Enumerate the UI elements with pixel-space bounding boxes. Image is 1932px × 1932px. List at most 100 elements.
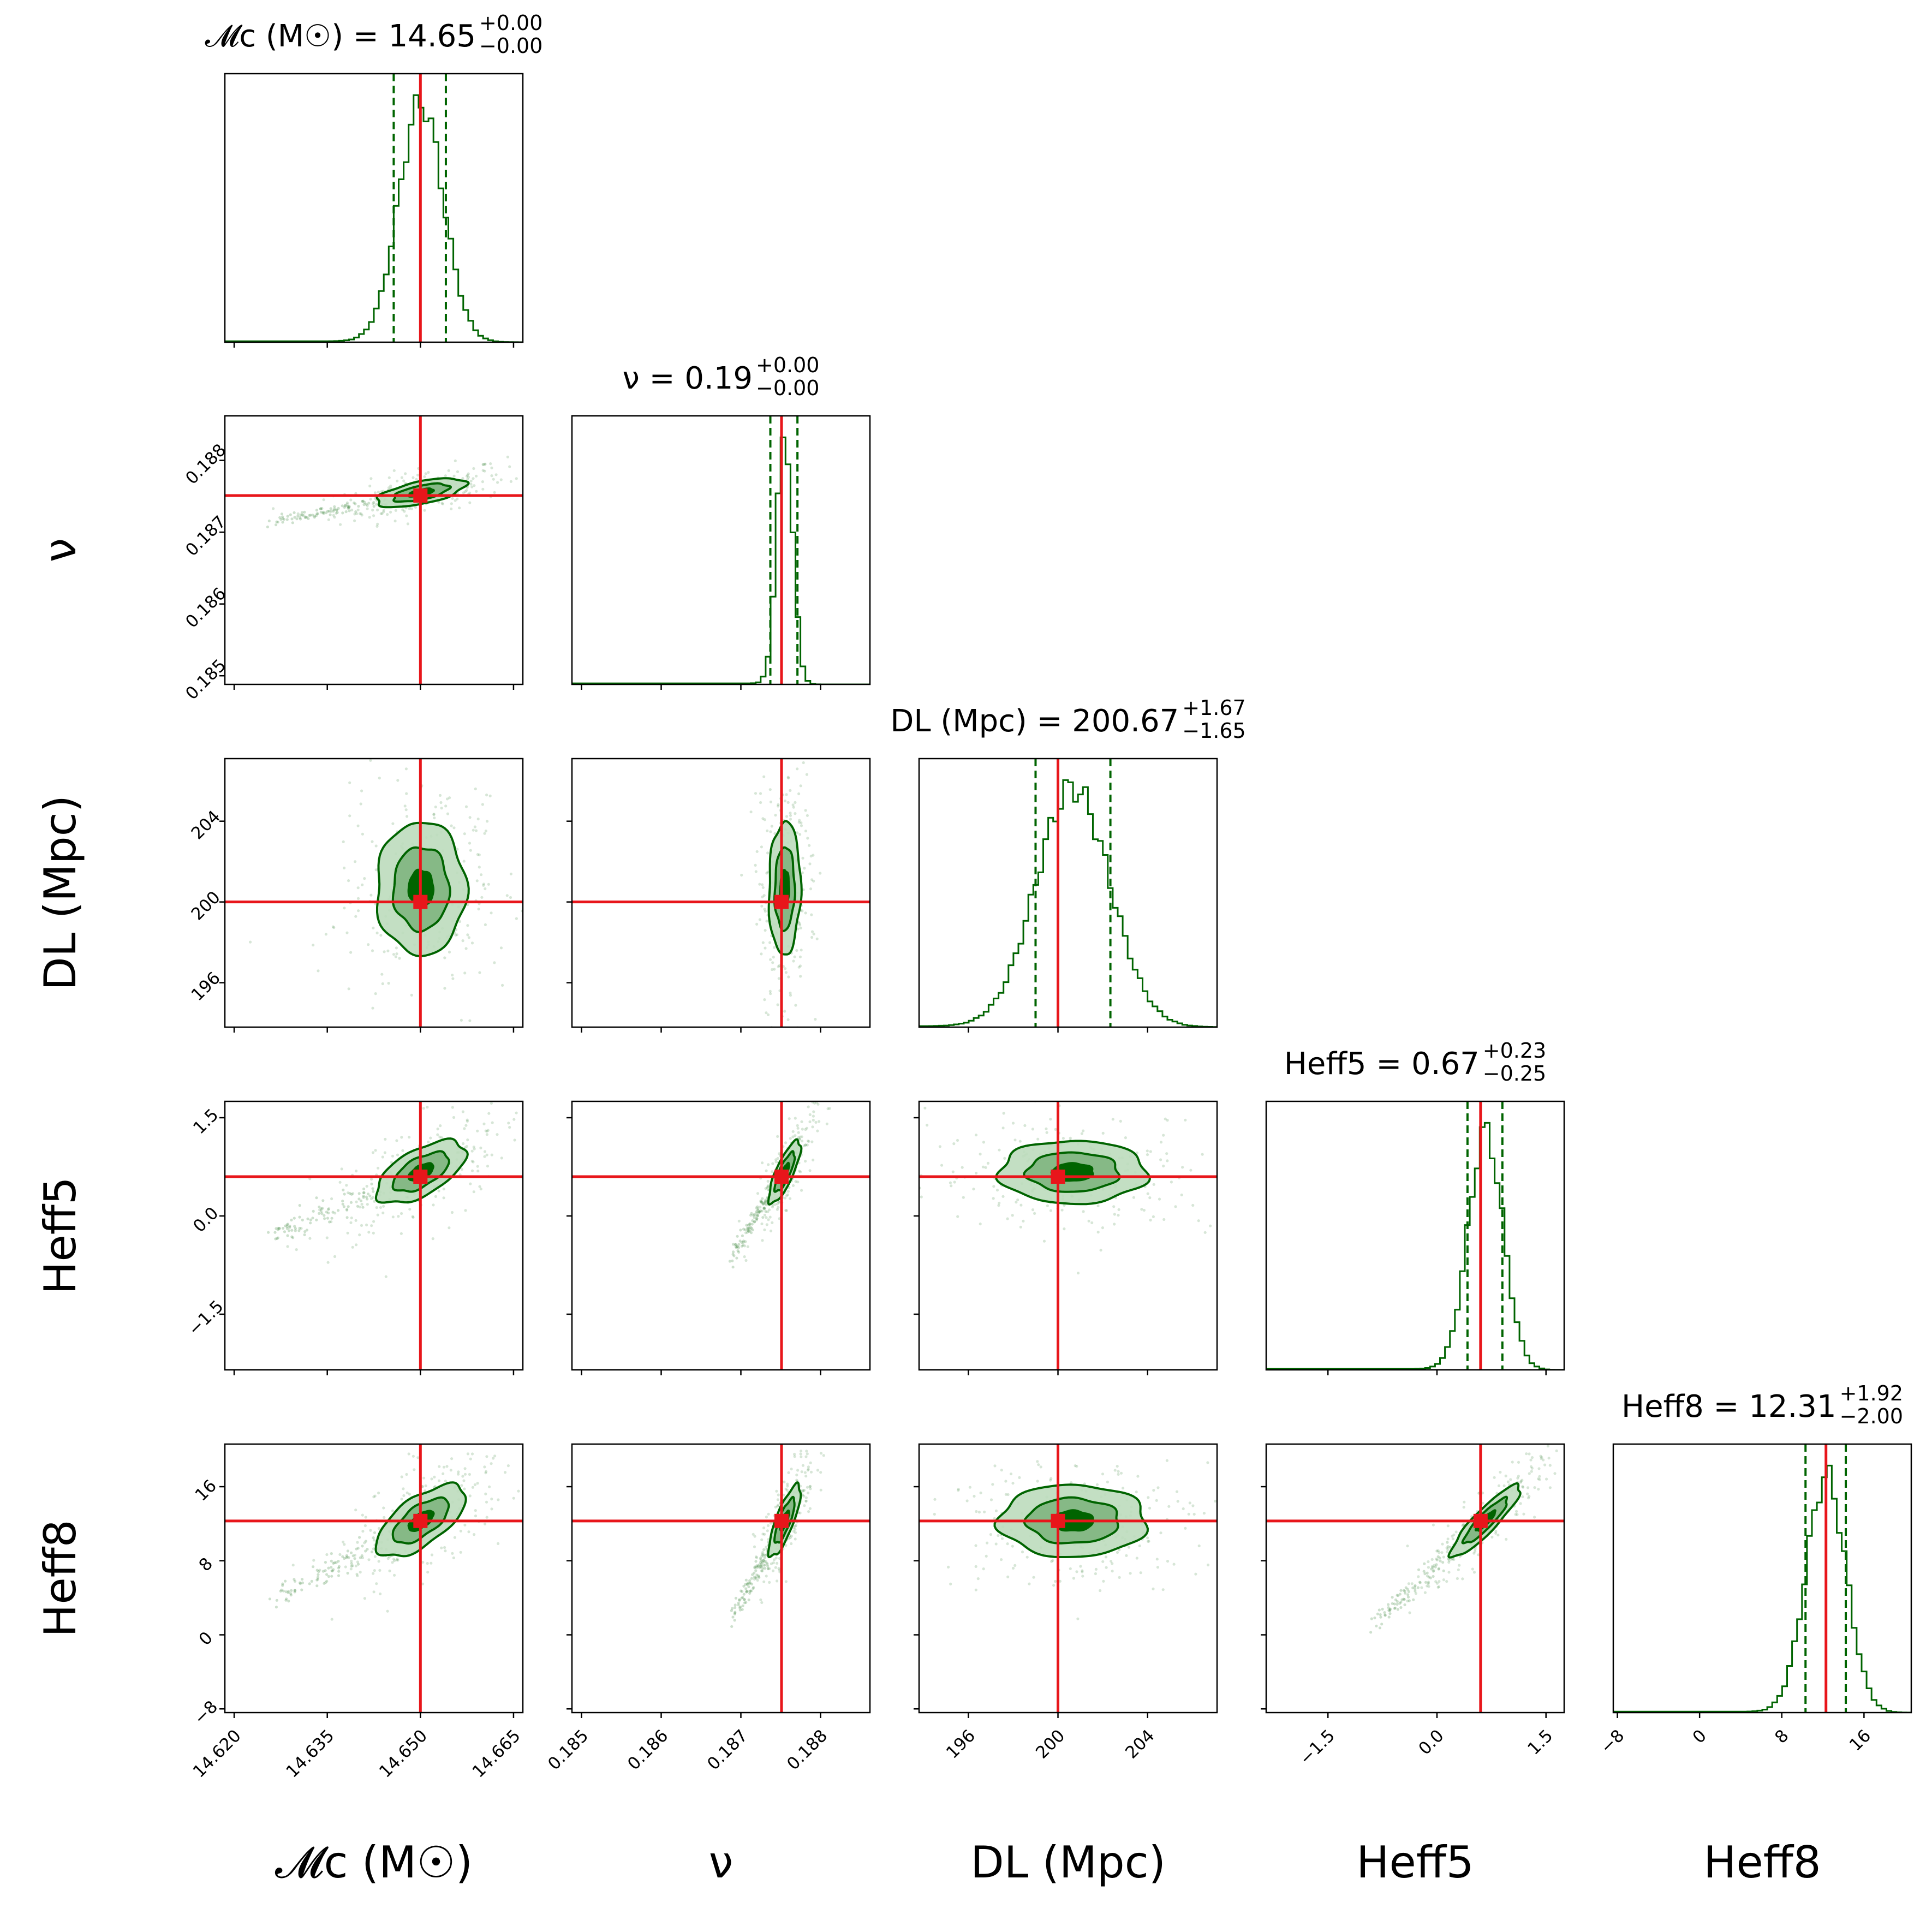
sample-point (347, 506, 350, 509)
sample-point (365, 1195, 368, 1198)
sample-point (268, 1597, 271, 1601)
sample-point (462, 860, 466, 863)
sample-point (771, 1569, 775, 1572)
sample-point (440, 1136, 444, 1140)
sample-point (470, 1159, 474, 1163)
sample-point (390, 1161, 393, 1164)
sample-point (1427, 1566, 1430, 1569)
sample-point (485, 1130, 489, 1133)
sample-point (796, 927, 800, 931)
sample-point (436, 1133, 439, 1136)
sample-point (1545, 1477, 1548, 1481)
sample-point (1037, 1463, 1040, 1466)
sample-point (1408, 1599, 1411, 1602)
sample-point (289, 513, 292, 516)
sample-point (278, 1227, 281, 1230)
sample-point (470, 941, 474, 945)
sample-point (482, 884, 485, 887)
sample-point (762, 1559, 765, 1562)
sample-point (488, 794, 492, 797)
title-value-heff5: Heff5 = 0.67 (1284, 1046, 1480, 1082)
sample-point (1033, 1212, 1036, 1215)
sample-point (1031, 1128, 1034, 1131)
sample-point (733, 1612, 736, 1615)
sample-point (1529, 1458, 1533, 1462)
sample-point (765, 1575, 768, 1578)
sample-point (393, 520, 397, 523)
sample-point (293, 516, 296, 519)
sample-point (361, 1206, 365, 1209)
sample-point (455, 933, 459, 937)
sample-point (372, 1590, 375, 1594)
sample-point (1424, 1581, 1428, 1584)
sample-point (810, 1140, 814, 1143)
sample-point (325, 1573, 329, 1576)
sample-point (769, 958, 772, 961)
sample-point (367, 1558, 371, 1561)
sample-point (1081, 1575, 1084, 1578)
sample-point (1403, 1603, 1406, 1607)
sample-point (804, 830, 808, 833)
sample-point (463, 490, 467, 493)
sample-point (808, 1507, 812, 1510)
sample-point (433, 816, 436, 820)
sample-point (349, 498, 353, 502)
sample-point (793, 955, 796, 958)
sample-point (1375, 1624, 1378, 1627)
sample-point (326, 510, 330, 513)
sample-point (332, 1568, 335, 1571)
sample-point (738, 1239, 742, 1243)
sample-point (1076, 1272, 1080, 1275)
sample-point (387, 982, 390, 985)
sample-point (1147, 1540, 1150, 1543)
sample-point (360, 514, 363, 517)
sample-point (1528, 1472, 1531, 1475)
sample-point (1410, 1582, 1414, 1585)
sample-point (1203, 1231, 1207, 1234)
sample-point (798, 833, 802, 836)
sample-point (1542, 1458, 1545, 1462)
sample-point (1011, 1214, 1014, 1217)
sample-point (320, 507, 324, 510)
sample-point (771, 1170, 774, 1173)
sample-point (458, 920, 462, 923)
sample-point (467, 936, 471, 939)
sample-point (804, 1160, 807, 1163)
sample-point (992, 1197, 995, 1200)
sample-point (776, 1561, 779, 1565)
sample-point (347, 879, 350, 882)
sample-point (1162, 1218, 1166, 1221)
sample-point (1414, 1592, 1417, 1595)
sample-point (825, 1122, 828, 1125)
sample-point (410, 993, 413, 997)
sample-point (321, 1207, 324, 1210)
sample-point (375, 931, 379, 935)
sample-point (794, 812, 797, 815)
sample-point (312, 1565, 315, 1569)
sample-point (760, 904, 764, 908)
sample-point (272, 507, 275, 510)
sample-point (430, 1553, 434, 1557)
sample-point (275, 1606, 278, 1609)
sample-point (330, 1566, 333, 1569)
sample-point (813, 1101, 816, 1105)
sample-point (275, 520, 278, 523)
sample-point (319, 1207, 323, 1211)
sample-point (774, 1557, 778, 1560)
sample-point (759, 1561, 762, 1564)
sample-point (459, 1529, 463, 1533)
sample-point (1155, 1499, 1158, 1502)
sample-point (819, 1471, 822, 1474)
sample-point (753, 1545, 756, 1548)
panel-plot-area (1266, 1444, 1564, 1713)
sample-point (372, 1539, 376, 1542)
sample-point (497, 1498, 500, 1501)
sample-point (466, 924, 469, 927)
sample-point (373, 1555, 377, 1558)
sample-point (383, 950, 386, 953)
sample-point (468, 1472, 472, 1476)
sample-point (756, 1214, 760, 1217)
sample-point (1451, 1537, 1454, 1541)
sample-point (370, 1224, 373, 1227)
sample-point (462, 1479, 466, 1482)
